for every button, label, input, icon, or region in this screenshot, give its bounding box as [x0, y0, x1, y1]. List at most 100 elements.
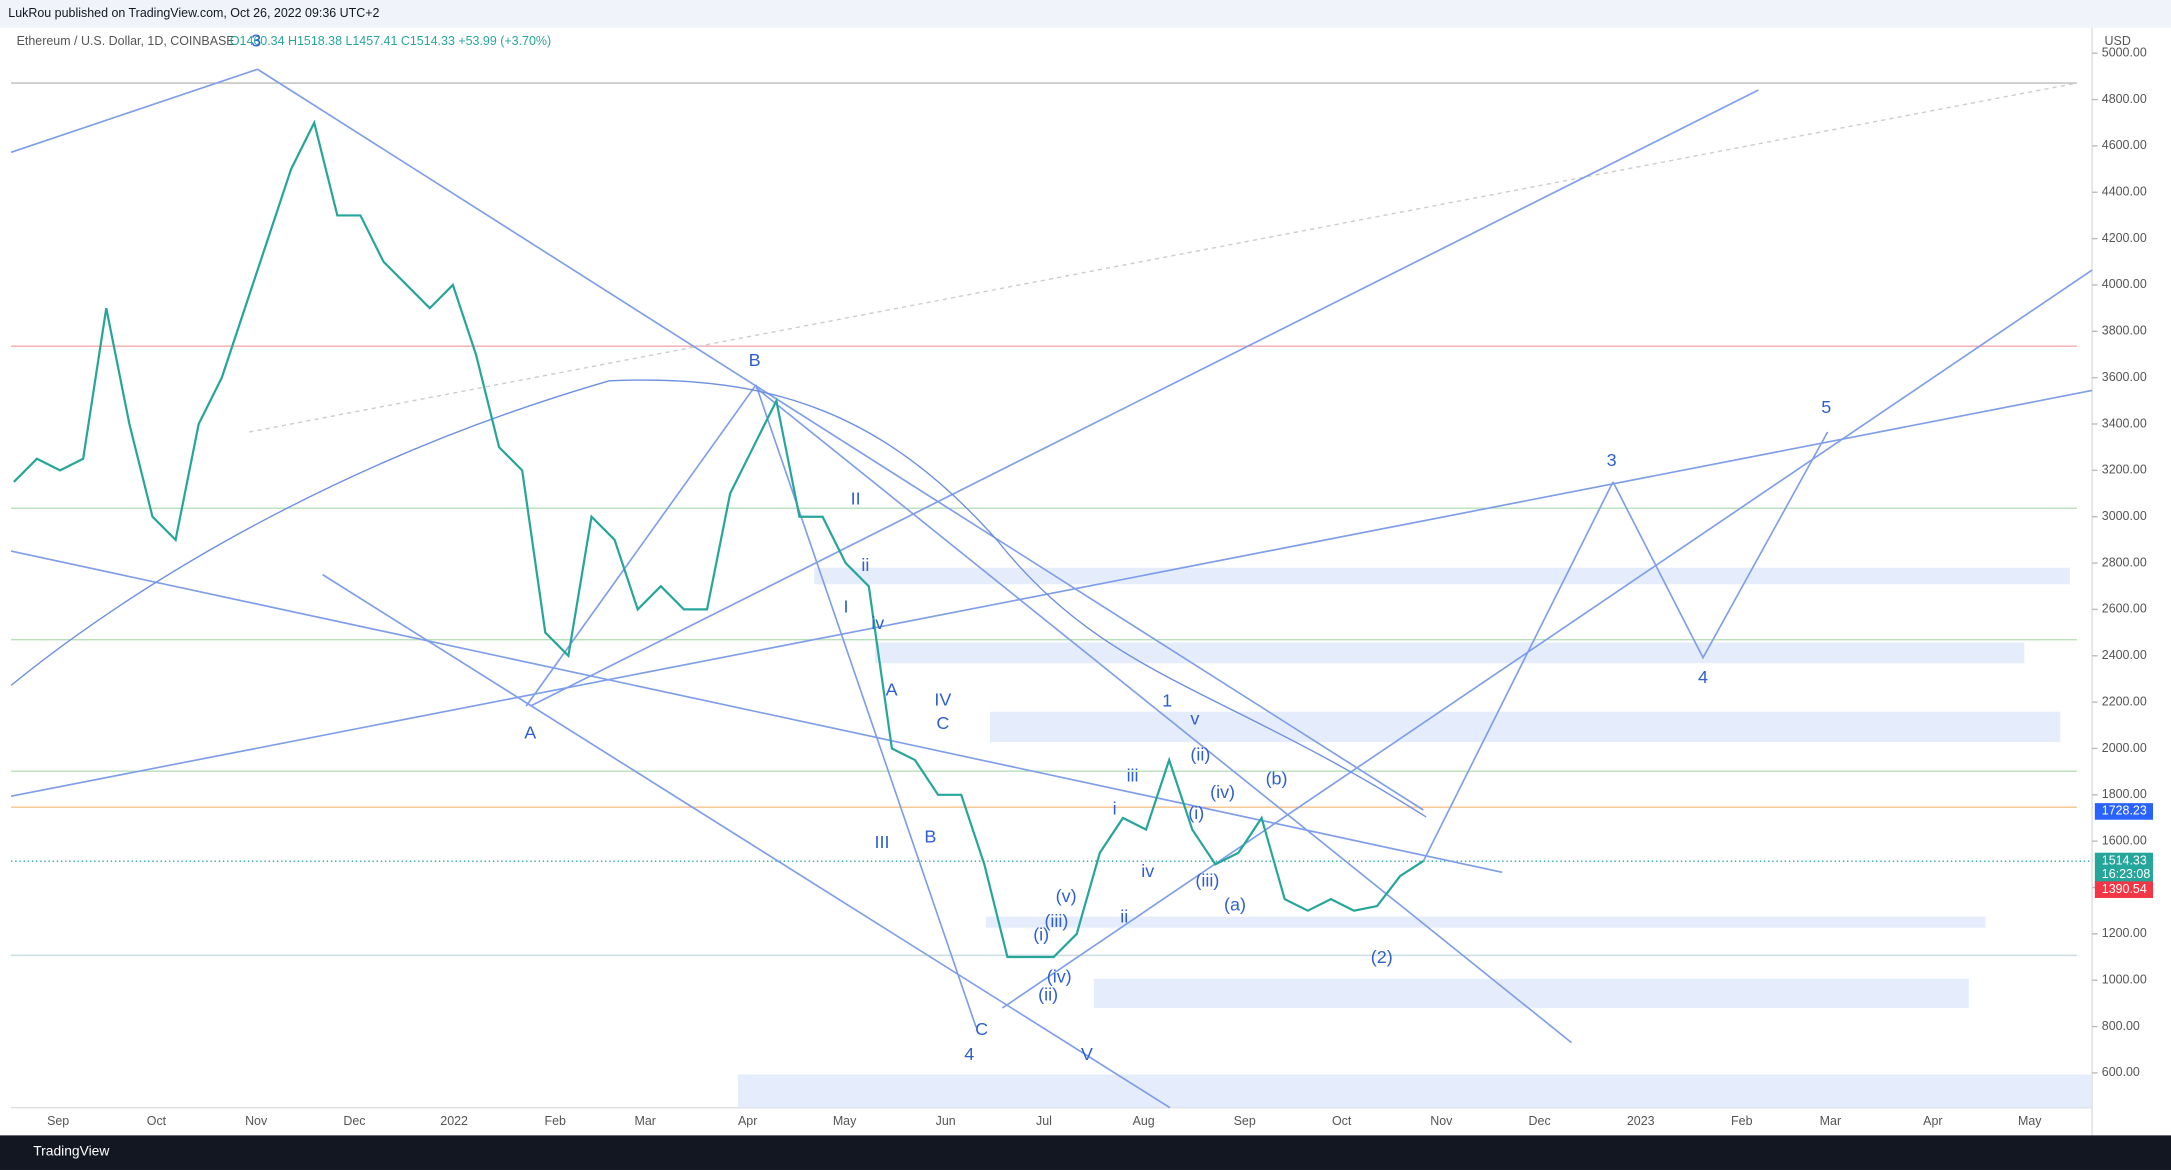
x-tick-label: Feb [1731, 1114, 1753, 1128]
publisher: LukRou published on TradingView.com, Oct… [8, 6, 379, 20]
x-tick-label: Jun [936, 1114, 956, 1128]
y-tick-label: 4200.00 [2102, 231, 2147, 245]
y-tick-label: 3400.00 [2102, 416, 2147, 430]
y-tick-label: 800.00 [2102, 1019, 2140, 1033]
x-tick-label: Sep [47, 1114, 69, 1128]
wave-label: iv [871, 613, 884, 633]
wave-label: B [924, 826, 936, 846]
price-tag [2094, 881, 2154, 899]
y-tick-label: 1600.00 [2102, 833, 2147, 847]
y-tick-label: 4000.00 [2102, 277, 2147, 291]
x-tick-label: Oct [147, 1114, 167, 1128]
trendline [257, 68, 1424, 811]
zone [737, 1074, 2093, 1108]
levels [11, 82, 2093, 957]
price-line [13, 119, 1424, 959]
wave-label: A [524, 723, 536, 743]
wave-label: (v) [1056, 886, 1077, 906]
x-tick-label: 2023 [1627, 1114, 1655, 1128]
trendline [10, 68, 258, 154]
x-tick-label: Apr [738, 1114, 757, 1128]
y-tick-label: 3200.00 [2102, 463, 2147, 477]
y-tick-label: 4800.00 [2102, 92, 2147, 106]
wave-label: I [843, 597, 848, 617]
axis-unit: USD [2105, 34, 2131, 48]
price-tag-label: 1728.23 [2102, 804, 2147, 818]
price-tag [2094, 803, 2154, 820]
wave-label: II [851, 489, 861, 509]
y-tick-label: 5000.00 [2102, 46, 2147, 60]
y-tick-label: 2200.00 [2102, 694, 2147, 708]
symbol: Ethereum / U.S. Dollar, 1D, COINBASE [17, 34, 235, 48]
x-tick-label: Mar [1820, 1114, 1841, 1128]
trendline [10, 550, 1503, 874]
wave-label: 5 [1821, 397, 1831, 417]
y-tick-label: 1200.00 [2102, 926, 2147, 940]
x-tick-label: Feb [544, 1114, 566, 1128]
trendline [322, 573, 1171, 1109]
wave-label: iii [1127, 766, 1139, 786]
y-tick-label: 600.00 [2102, 1065, 2140, 1079]
y-tick-label: 2800.00 [2102, 555, 2147, 569]
y-tick-label: 2600.00 [2102, 602, 2147, 616]
trendline [755, 387, 1573, 1044]
wave-label: v [1190, 709, 1199, 729]
trendline [755, 384, 977, 1028]
wave-label: iv [1141, 861, 1154, 881]
countdown: 16:23:08 [2102, 867, 2151, 881]
level [249, 82, 2077, 433]
wave-label: C [975, 1019, 988, 1039]
footer-brand: TradingView [33, 1143, 110, 1159]
x-tick-label: Dec [1529, 1114, 1551, 1128]
x-tick-label: May [833, 1114, 857, 1128]
trendline [1422, 481, 1614, 862]
y-tick-label: 4400.00 [2102, 185, 2147, 199]
x-tick-label: Oct [1332, 1114, 1352, 1128]
wave-label: V [1081, 1044, 1093, 1064]
wave-label: (iii) [1195, 871, 1219, 891]
wave-label: ii [861, 555, 869, 575]
wave-label: ii [1120, 907, 1128, 927]
zones [737, 567, 2093, 1108]
footer-bar [0, 1135, 2171, 1170]
wave-label: 3 [1607, 450, 1617, 470]
x-tick-label: 2022 [440, 1114, 468, 1128]
wave-label: i [1113, 799, 1117, 819]
wave-label: 4 [1698, 667, 1708, 687]
zone [814, 567, 2070, 585]
y-tick-label: 1000.00 [2102, 973, 2147, 987]
wave-label: (ii) [1190, 745, 1210, 765]
x-tick-label: Nov [1430, 1114, 1453, 1128]
y-tick-label: 3000.00 [2102, 509, 2147, 523]
x-tick-label: Aug [1133, 1114, 1155, 1128]
wave-label: (a) [1224, 894, 1246, 914]
zone [985, 916, 1986, 928]
wave-label: C [936, 713, 949, 733]
wave-label: III [874, 832, 889, 852]
wave-label: (ii) [1038, 984, 1058, 1004]
y-tick-label: 3800.00 [2102, 324, 2147, 338]
wave-label: 1 [1162, 691, 1172, 711]
wave-label: (i) [1033, 925, 1049, 945]
x-tick-label: Dec [343, 1114, 365, 1128]
ohlc: O1460.34 H1518.38 L1457.41 C1514.33 +53.… [230, 34, 551, 48]
wave-label: B [749, 350, 761, 370]
y-tick-label: 1800.00 [2102, 787, 2147, 801]
y-tick-label: 2000.00 [2102, 741, 2147, 755]
projection [1612, 431, 1829, 660]
wave-label: (2) [1371, 947, 1393, 967]
x-tick-label: Mar [634, 1114, 655, 1128]
header-bar [0, 0, 2171, 28]
wave-label: (i) [1188, 803, 1204, 823]
moving-average [10, 379, 1427, 818]
x-tick-label: Jul [1036, 1114, 1052, 1128]
trendline [1001, 269, 2093, 1009]
zone [875, 642, 2025, 664]
zone [1093, 978, 1969, 1008]
wave-label: (iii) [1044, 911, 1068, 931]
wave-label: IV [934, 689, 951, 709]
trendline [529, 89, 1759, 707]
zone [989, 711, 2061, 743]
x-tick-label: Sep [1234, 1114, 1256, 1128]
